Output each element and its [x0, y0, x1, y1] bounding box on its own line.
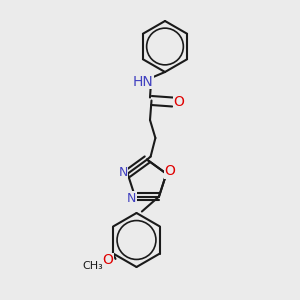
Text: O: O: [165, 164, 176, 178]
Text: N: N: [118, 166, 128, 179]
Text: CH₃: CH₃: [82, 261, 103, 271]
Text: N: N: [127, 191, 136, 205]
Text: O: O: [174, 95, 184, 109]
Text: O: O: [103, 254, 113, 267]
Text: HN: HN: [133, 75, 154, 88]
